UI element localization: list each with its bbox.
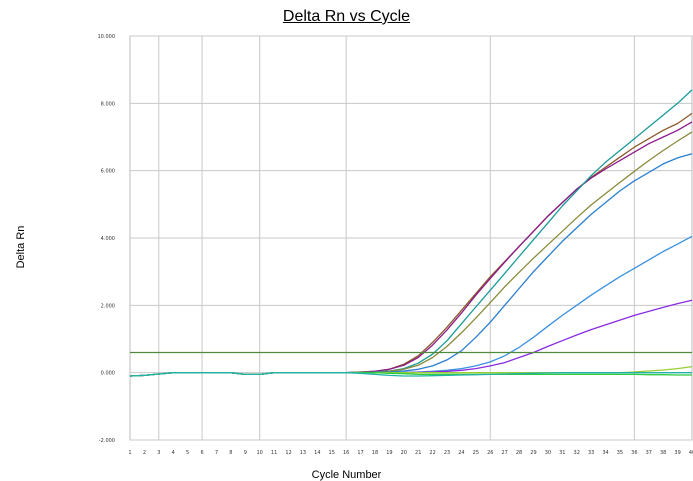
x-tick-labels: 1 2 3 4 5 6 7 8 9 10 11 12 13 14 15 16 17 18 19 20 21 22 23 24 2… — [128, 450, 693, 456]
x-tick-label: 23 — [444, 450, 450, 456]
x-tick-label: 1 — [128, 450, 131, 456]
y-tick-label: 0.000 — [101, 371, 115, 377]
x-tick-label: 33 — [588, 450, 594, 456]
x-tick-label: 6 — [200, 450, 203, 456]
series-line — [129, 89, 693, 377]
x-tick-label: 12 — [285, 450, 291, 456]
x-tick-label: 8 — [229, 450, 232, 456]
x-tick-label: 26 — [487, 450, 493, 456]
x-tick-label: 39 — [674, 450, 680, 456]
x-tick-label: 7 — [215, 450, 218, 456]
y-tick-label: 6.000 — [101, 169, 115, 175]
x-tick-label: 20 — [401, 450, 407, 456]
x-tick-label: 18 — [372, 450, 378, 456]
x-tick-label: 37 — [646, 450, 652, 456]
x-tick-label: 19 — [386, 450, 392, 456]
series-line — [129, 372, 692, 377]
series-line — [129, 153, 693, 377]
x-tick-label: 35 — [617, 450, 623, 456]
y-tick-label: -2.000 — [99, 438, 115, 444]
x-tick-label: 22 — [429, 450, 435, 456]
x-tick-label: 34 — [602, 450, 608, 456]
x-tick-label: 25 — [473, 450, 479, 456]
series-line — [129, 299, 693, 377]
chart-title: Delta Rn vs Cycle — [282, 8, 411, 25]
x-tick-label: 14 — [314, 450, 320, 456]
x-tick-label: 17 — [357, 450, 363, 456]
y-tick-label: 10.000 — [98, 34, 116, 40]
x-axis-label: Cycle Number — [311, 469, 382, 481]
x-tick-label: 13 — [300, 450, 306, 456]
x-tick-label: 15 — [329, 450, 335, 456]
x-tick-label: 24 — [458, 450, 464, 456]
series-line — [129, 112, 693, 377]
x-tick-label: 28 — [516, 450, 522, 456]
series-lines — [129, 89, 693, 377]
x-tick-label: 27 — [501, 450, 507, 456]
x-tick-label: 21 — [415, 450, 421, 456]
x-tick-label: 11 — [271, 450, 277, 456]
x-tick-label: 5 — [186, 450, 189, 456]
y-tick-label: 4.000 — [101, 236, 115, 242]
y-tick-label: 8.000 — [101, 101, 115, 107]
x-tick-label: 40 — [689, 450, 693, 456]
series-line — [129, 131, 693, 377]
x-tick-label: 29 — [530, 450, 536, 456]
x-tick-label: 32 — [574, 450, 580, 456]
grid-lines — [129, 35, 693, 441]
x-tick-label: 38 — [660, 450, 666, 456]
series-line — [129, 235, 693, 377]
y-tick-label: 2.000 — [101, 303, 115, 309]
x-tick-label: 10 — [257, 450, 263, 456]
x-tick-label: 30 — [545, 450, 551, 456]
x-tick-label: 2 — [143, 450, 146, 456]
x-tick-label: 16 — [343, 450, 349, 456]
x-tick-label: 36 — [631, 450, 637, 456]
x-tick-label: 9 — [244, 450, 247, 456]
x-tick-label: 3 — [157, 450, 160, 456]
x-tick-label: 31 — [559, 450, 565, 456]
x-tick-label: 4 — [172, 450, 175, 456]
y-tick-labels: 10.000 8.000 6.000 4.000 2.000 0.000 -2.000 — [98, 34, 116, 444]
